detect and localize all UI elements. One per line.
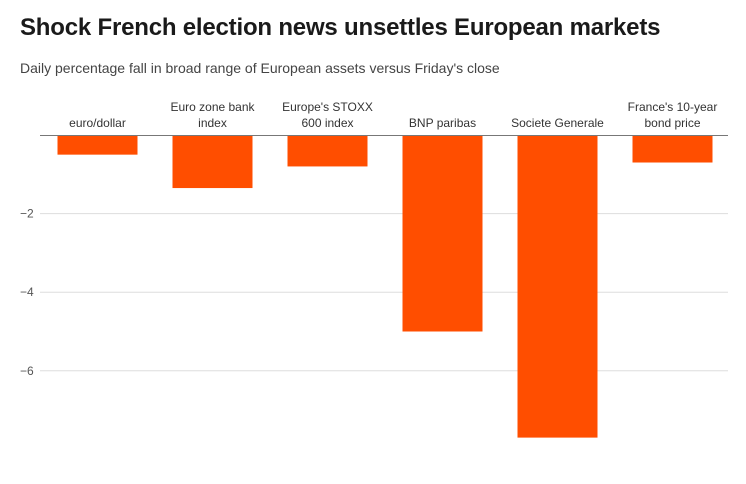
bar: [172, 135, 253, 189]
category-label: Europe's STOXX: [282, 100, 373, 114]
y-tick-label: −2: [20, 207, 34, 221]
chart-title: Shock French election news unsettles Eur…: [20, 14, 661, 41]
category-label: 600 index: [301, 116, 353, 130]
category-label: Societe Generale: [511, 116, 604, 130]
y-tick-label: −6: [20, 364, 34, 378]
category-label: France's 10-year: [628, 100, 718, 114]
bar: [517, 135, 598, 438]
category-label: bond price: [644, 116, 700, 130]
category-label: BNP paribas: [409, 116, 476, 130]
bar: [57, 135, 138, 155]
category-label: Euro zone bank: [170, 100, 255, 114]
category-label: euro/dollar: [69, 116, 126, 130]
bar: [402, 135, 483, 332]
y-tick-label: −4: [20, 285, 34, 299]
chart-subtitle: Daily percentage fall in broad range of …: [20, 60, 500, 76]
category-label: index: [198, 116, 227, 130]
bar: [632, 135, 713, 163]
bar: [287, 135, 368, 167]
